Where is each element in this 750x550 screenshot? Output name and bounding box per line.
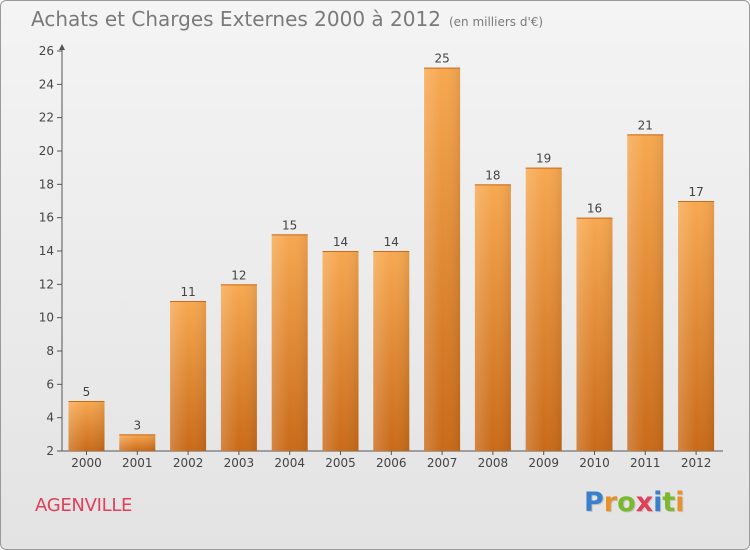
x-tick-label: 2006 [376,456,407,470]
brand-letter: x [635,487,654,518]
y-tick-label: 26 [39,44,54,58]
brand-letter: P [584,487,604,518]
brand-letter: o [617,487,636,518]
bar-shine [627,134,664,452]
x-tick-label: 2005 [325,456,356,470]
bar-value-label: 14 [333,235,348,249]
y-tick-label: 4 [46,411,54,425]
y-tick-label: 16 [39,211,54,225]
y-tick-label: 6 [46,377,54,391]
brand-letter: i [675,487,685,518]
y-tick-label: 24 [39,77,54,91]
x-tick-label: 2008 [478,456,509,470]
brand-letter: r [603,487,618,518]
bar-shine [525,167,562,451]
bar-shine [220,284,257,451]
bar-shine [271,234,308,451]
x-tick-label: 2012 [681,456,712,470]
y-tick-label: 12 [39,277,54,291]
bar-value-label: 12 [231,268,246,282]
x-tick-label: 2001 [122,456,153,470]
bar-value-label: 18 [485,168,500,182]
town-name: AGENVILLE [35,495,133,516]
x-tick-label: 2011 [630,456,661,470]
value-labels: 5 3 11 12 15 14 14 25 18 19 16 21 17 [83,52,704,433]
chart-title: Achats et Charges Externes 2000 à 2012 (e… [31,7,543,31]
x-tick-label: 2002 [173,456,204,470]
x-tick-label: 2004 [274,456,305,470]
brand-letter: i [653,487,663,518]
chart-unit: (en milliers d'€) [448,15,544,29]
bar-value-label: 14 [384,235,399,249]
y-tick-label: 20 [39,144,54,158]
bar-shine [170,301,207,451]
brand-letter: t [662,487,676,518]
bar-value-label: 25 [434,52,449,66]
y-tick-label: 18 [39,177,54,191]
bar-value-label: 3 [133,418,141,432]
x-tick-label: 2009 [528,456,559,470]
y-tick-label: 10 [39,311,54,325]
proxiti-logo[interactable]: Proxiti [584,487,685,518]
bar-value-label: 5 [83,385,91,399]
x-tick-label: 2003 [224,456,255,470]
bar-value-label: 15 [282,218,297,232]
y-tick-label: 14 [39,244,54,258]
bar-shine [119,434,156,451]
bar-shine [576,217,613,451]
bar-value-label: 21 [638,118,653,132]
bar-shine [322,251,359,451]
y-tick-label: 8 [46,344,54,358]
bars [68,67,715,452]
bar-shine [678,201,715,451]
bar-shine [373,251,410,451]
bar-value-label: 17 [688,185,703,199]
bar-shine [68,401,105,451]
y-tick-label: 2 [46,444,54,458]
x-tick-label: 2000 [71,456,102,470]
bar-value-label: 19 [536,152,551,166]
x-tick-label: 2007 [427,456,458,470]
bar-shine [474,184,511,452]
bar-shine [424,67,461,452]
x-tick-label: 2010 [579,456,610,470]
chart-title-text: Achats et Charges Externes 2000 à 2012 [31,7,441,31]
y-tick-label: 22 [39,111,54,125]
y-axis-arrow [59,44,65,50]
bar-value-label: 16 [587,202,602,216]
bar-value-label: 11 [180,285,195,299]
